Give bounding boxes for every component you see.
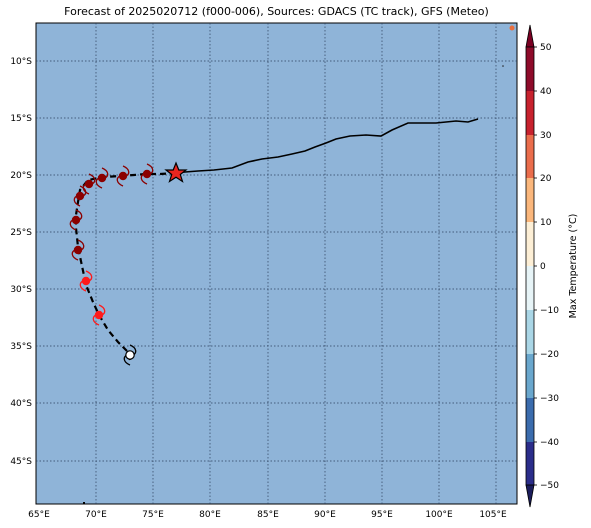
colorbar-band <box>526 47 534 91</box>
lon-tick-label: 105°E <box>479 510 507 520</box>
lon-tick-label: 65°E <box>28 510 50 520</box>
colorbar-tick-label: −20 <box>540 350 559 360</box>
colorbar-band <box>526 354 534 398</box>
lat-tick-label: 45°S <box>10 457 32 467</box>
colorbar-band <box>526 266 534 310</box>
cyclone-icon <box>69 209 83 231</box>
observed-track-line <box>175 118 479 174</box>
ocean-area <box>35 22 518 505</box>
colorbar-band <box>526 310 534 354</box>
colorbar-tick-label: 40 <box>540 87 552 97</box>
colorbar-tick-label: 20 <box>540 174 552 184</box>
colorbar-tick-label: −50 <box>540 481 559 491</box>
cyclone-icon <box>123 344 137 366</box>
colorbar-band <box>526 398 534 442</box>
lon-tick-label: 90°E <box>314 510 336 520</box>
land-patch <box>509 25 515 31</box>
lat-tick-label: 30°S <box>10 285 32 295</box>
colorbar-band <box>526 135 534 178</box>
colorbar-tick-label: −40 <box>540 438 559 448</box>
star-icon <box>164 161 188 183</box>
colorbar-tick-label: −30 <box>540 394 559 404</box>
map-title: Forecast of 2025020712 (f000-006), Sourc… <box>64 5 489 18</box>
lon-tick-label: 100°E <box>425 510 453 520</box>
lat-tick-label: 25°S <box>10 228 32 238</box>
cyclone-icon <box>92 304 106 326</box>
colorbar-tick-label: 10 <box>540 218 552 228</box>
colorbar-band <box>526 91 534 135</box>
lon-tick-label: 80°E <box>199 510 221 520</box>
colorbar-top-arrow <box>525 24 535 48</box>
cyclone-icon <box>140 163 154 185</box>
cyclone-icon <box>71 239 85 261</box>
colorbar-tick-label: 50 <box>540 43 552 53</box>
latitude-tick-labels: 10°S 15°S 20°S 25°S 30°S 35°S 40°S 45°S <box>10 57 32 467</box>
colorbar-band <box>526 178 534 222</box>
lat-tick-label: 15°S <box>10 114 32 124</box>
cyclone-symbols <box>69 163 154 366</box>
cyclone-icon <box>116 165 130 187</box>
colorbar-bottom-arrow <box>525 484 535 508</box>
cyclone-icon <box>73 185 87 207</box>
lat-tick-label: 20°S <box>10 171 32 181</box>
longitude-tick-labels: 65°E 70°E 75°E 80°E 85°E 90°E 95°E 100°E… <box>28 510 507 520</box>
lat-tick-label: 10°S <box>10 57 32 67</box>
island-dot <box>502 65 504 67</box>
colorbar-band <box>526 442 534 485</box>
colorbar-tick-label: −10 <box>540 306 559 316</box>
lon-tick-label: 95°E <box>371 510 393 520</box>
map-panel <box>35 22 518 505</box>
lon-tick-label: 70°E <box>85 510 107 520</box>
colorbar-band <box>526 222 534 266</box>
lon-tick-label: 75°E <box>142 510 164 520</box>
colorbar-label: Max Temperature (°C) <box>568 214 579 319</box>
lat-tick-label: 35°S <box>10 342 32 352</box>
colorbar: 50 40 30 20 10 0 −10 −20 −30 −40 −50 Max… <box>525 24 579 508</box>
lat-tick-label: 40°S <box>10 399 32 409</box>
cyclone-icon <box>79 270 93 292</box>
lon-tick-label: 85°E <box>257 510 279 520</box>
cyclone-icon <box>95 167 109 189</box>
land-mark <box>83 502 85 504</box>
colorbar-tick-label: 30 <box>540 131 552 141</box>
colorbar-tick-label: 0 <box>540 262 546 272</box>
